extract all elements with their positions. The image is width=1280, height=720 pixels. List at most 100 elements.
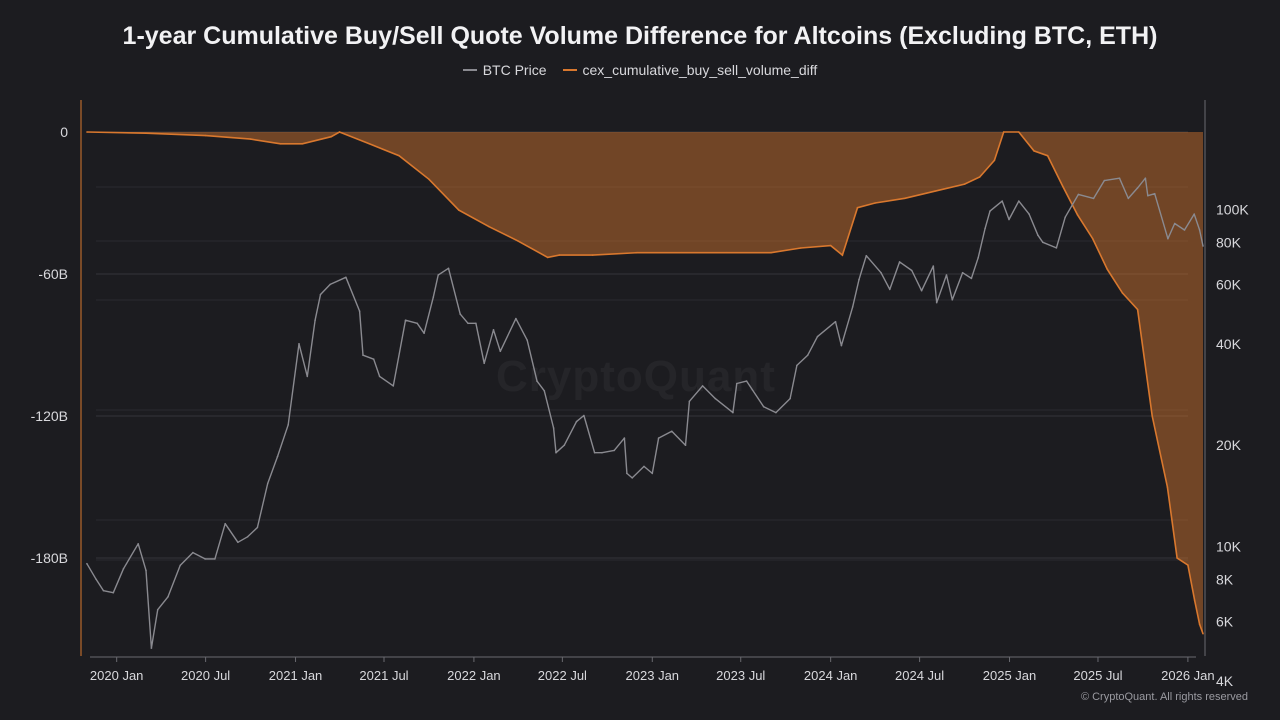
right-tick-label: 80K bbox=[1216, 234, 1242, 250]
volume-diff-point bbox=[558, 254, 561, 256]
volume-diff-point bbox=[1187, 564, 1189, 566]
volume-diff-point bbox=[934, 190, 936, 192]
volume-diff-point bbox=[398, 154, 400, 157]
btc-price-point bbox=[319, 293, 322, 296]
btc-price-point bbox=[314, 319, 316, 322]
btc-price-point bbox=[1202, 245, 1204, 247]
volume-diff-point bbox=[1176, 557, 1178, 559]
btc-price-point bbox=[671, 430, 673, 433]
btc-price-point bbox=[459, 313, 462, 315]
btc-price-point bbox=[306, 375, 309, 378]
btc-price-point bbox=[552, 427, 555, 429]
btc-price-point bbox=[1055, 247, 1058, 249]
volume-diff-point bbox=[856, 206, 859, 209]
btc-price-point bbox=[86, 562, 88, 565]
right-tick-label: 10K bbox=[1216, 539, 1242, 555]
volume-diff-point bbox=[841, 254, 844, 256]
btc-price-point bbox=[851, 306, 854, 308]
btc-price-point bbox=[224, 522, 226, 525]
btc-price-point bbox=[1103, 179, 1106, 182]
btc-price-point bbox=[563, 444, 566, 447]
btc-price-point bbox=[214, 558, 216, 560]
btc-price-point bbox=[1193, 213, 1195, 215]
volume-diff-point bbox=[636, 251, 638, 254]
btc-price-point bbox=[237, 541, 239, 544]
volume-diff-point bbox=[546, 256, 549, 259]
volume-diff-point bbox=[330, 135, 333, 138]
btc-price-point bbox=[1077, 193, 1080, 196]
btc-price-point bbox=[1127, 197, 1130, 200]
btc-price-point bbox=[684, 444, 687, 447]
volume-diff-point bbox=[978, 176, 981, 178]
volume-diff-point bbox=[680, 251, 682, 254]
btc-price-point bbox=[515, 317, 517, 320]
btc-price-point bbox=[392, 385, 395, 387]
volume-diff-point bbox=[1151, 415, 1153, 417]
btc-price-point bbox=[555, 451, 557, 454]
btc-price-point bbox=[475, 322, 477, 325]
chart-title: 1-year Cumulative Buy/Sell Quote Volume … bbox=[122, 22, 1158, 50]
btc-price-point bbox=[865, 254, 868, 257]
btc-price-point bbox=[583, 414, 585, 417]
volume-diff-point bbox=[1046, 154, 1049, 157]
btc-price-point bbox=[762, 406, 765, 408]
btc-price-point bbox=[989, 210, 991, 212]
chart-legend: BTC Price cex_cumulative_buy_sell_volume… bbox=[0, 62, 1280, 78]
volume-diff-point bbox=[874, 202, 876, 204]
btc-price-point bbox=[745, 380, 748, 382]
btc-price-point bbox=[1037, 234, 1039, 236]
volume-diff-point bbox=[1121, 292, 1124, 294]
btc-price-point bbox=[631, 477, 633, 479]
btc-price-point bbox=[447, 267, 450, 270]
volume-diff-point bbox=[517, 240, 519, 242]
volume-diff-point bbox=[301, 143, 304, 145]
btc-price-point bbox=[1136, 187, 1139, 189]
left-tick-label: -120B bbox=[31, 408, 68, 424]
volume-diff-point bbox=[1018, 131, 1020, 133]
btc-price-point bbox=[499, 350, 502, 353]
x-tick-label: 2021 Jan bbox=[269, 668, 323, 683]
btc-price-point bbox=[95, 578, 97, 581]
volume-diff-point bbox=[1193, 599, 1196, 602]
legend-item-btc-price[interactable]: BTC Price bbox=[462, 62, 547, 78]
right-tick-label: 6K bbox=[1216, 613, 1234, 629]
x-tick-label: 2023 Jan bbox=[626, 668, 680, 683]
btc-price-point bbox=[977, 256, 979, 259]
x-tick-label: 2024 Jan bbox=[804, 668, 858, 683]
btc-price-point bbox=[1198, 229, 1201, 231]
legend-item-volume-diff[interactable]: cex_cumulative_buy_sell_volume_diff bbox=[562, 62, 817, 78]
btc-price-point bbox=[889, 288, 891, 291]
btc-price-point bbox=[404, 319, 407, 322]
btc-price-point bbox=[358, 310, 361, 312]
btc-price-point bbox=[732, 411, 734, 414]
legend-swatch-btc-price bbox=[462, 69, 477, 71]
btc-price-point bbox=[416, 322, 419, 325]
btc-price-point bbox=[122, 567, 125, 570]
btc-price-point bbox=[287, 424, 290, 426]
volume-diff-point bbox=[725, 251, 727, 254]
btc-price-point bbox=[276, 455, 279, 458]
btc-price-point bbox=[601, 451, 603, 454]
volume-diff-point bbox=[993, 159, 996, 162]
btc-price-point bbox=[345, 276, 347, 279]
volume-diff-point bbox=[1076, 214, 1079, 216]
grid-lines bbox=[96, 131, 1188, 561]
btc-price-point bbox=[192, 551, 194, 554]
btc-price-point bbox=[935, 301, 938, 304]
volume-diff-point bbox=[800, 247, 802, 249]
btc-price-point bbox=[1153, 192, 1156, 195]
btc-price-point bbox=[256, 526, 259, 529]
btc-price-point bbox=[714, 397, 717, 400]
plot-area bbox=[86, 131, 1204, 649]
volume-diff-point bbox=[770, 251, 772, 254]
copyright-notice: © CryptoQuant. All rights reserved bbox=[1080, 691, 1248, 703]
volume-diff-point bbox=[249, 138, 252, 140]
x-tick-label: 2022 Jul bbox=[538, 668, 587, 683]
btc-price-point bbox=[1001, 200, 1003, 202]
btc-price-point bbox=[1167, 237, 1169, 240]
btc-price-point bbox=[483, 362, 486, 365]
btc-price-point bbox=[298, 343, 300, 345]
btc-price-point bbox=[593, 451, 596, 454]
btc-price-point bbox=[112, 591, 115, 594]
